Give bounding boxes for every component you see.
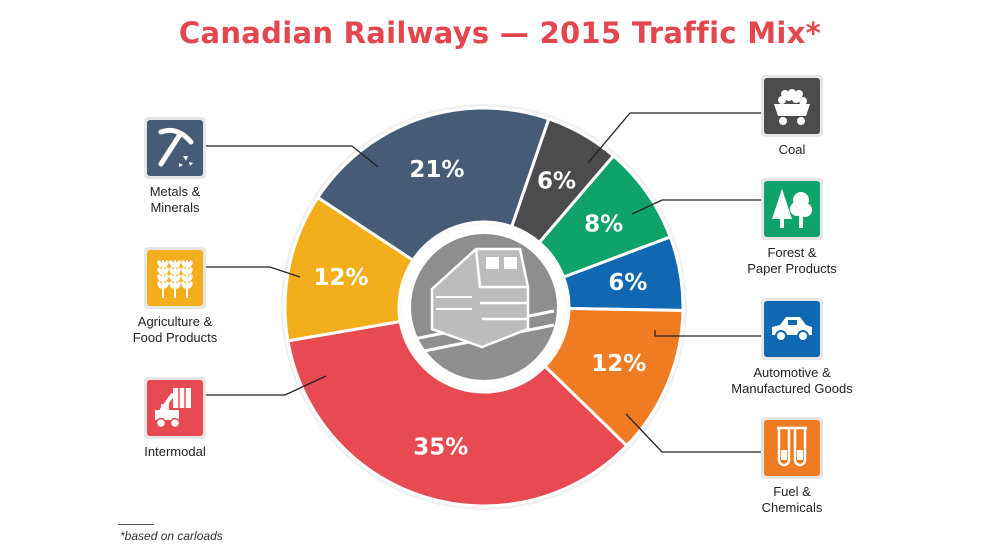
- leader-line-forest-and-paper-products: [631, 199, 764, 215]
- leader-line-agriculture-and-food-products: [203, 266, 301, 278]
- leader-line-fuel-and-chemicals: [625, 413, 764, 453]
- container-handler-icon: [144, 377, 206, 439]
- chart-title: Canadian Railways — 2015 Traffic Mix*: [178, 16, 822, 50]
- wheat-icon: [144, 247, 206, 309]
- category-label-forest-and-paper-products: Forest & Paper Products: [747, 245, 837, 276]
- slice-metals-and-minerals: [315, 106, 551, 263]
- category-label-intermodal: Intermodal: [144, 444, 206, 459]
- leader-line-metals-and-minerals: [203, 145, 379, 168]
- value-label-coal: 6%: [537, 168, 576, 194]
- value-label-metals-and-minerals: 21%: [409, 157, 464, 183]
- category-label-coal: Coal: [778, 142, 806, 157]
- category-label-fuel-and-chemicals: Fuel & Chemicals: [761, 484, 823, 515]
- slice-intermodal: [286, 319, 629, 508]
- locomotive-icon: [413, 247, 555, 355]
- pickaxe-icon: [144, 117, 206, 179]
- value-label-agriculture-and-food-products: 12%: [314, 265, 369, 291]
- test-tubes-icon: [761, 417, 823, 479]
- value-label-intermodal: 35%: [413, 434, 468, 460]
- trees-icon: [761, 178, 823, 240]
- footnote-rule: [118, 524, 154, 525]
- category-label-metals-and-minerals: Metals & Minerals: [149, 184, 201, 215]
- value-label-fuel-and-chemicals: 12%: [591, 351, 646, 377]
- leader-line-intermodal: [203, 375, 327, 396]
- coal-cart-icon: [761, 75, 823, 137]
- category-label-agriculture-and-food-products: Agriculture & Food Products: [132, 314, 218, 345]
- category-label-automotive-and-manufactured-goods: Automotive & Manufactured Goods: [731, 365, 853, 396]
- value-label-forest-and-paper-products: 8%: [584, 211, 623, 237]
- car-icon: [761, 298, 823, 360]
- footnote: *based on carloads: [120, 529, 223, 543]
- leader-line-automotive-and-manufactured-goods: [654, 330, 764, 337]
- leader-line-coal: [587, 112, 764, 164]
- value-label-automotive-and-manufactured-goods: 6%: [608, 270, 647, 296]
